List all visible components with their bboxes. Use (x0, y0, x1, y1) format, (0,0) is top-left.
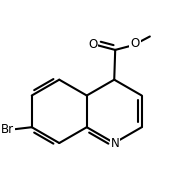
Text: Br: Br (1, 123, 14, 136)
Text: O: O (130, 37, 140, 50)
Text: O: O (88, 38, 97, 51)
Text: N: N (111, 137, 119, 150)
